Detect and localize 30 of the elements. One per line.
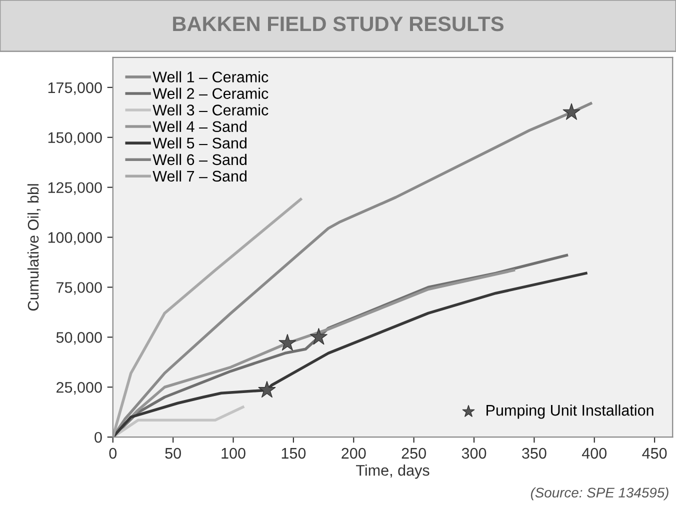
x-tick-label: 100 [222, 448, 246, 459]
y-tick-label: 125,000 [48, 182, 102, 195]
y-tick-label: 0 [94, 432, 102, 443]
legend-label: Well 4 – Sand [152, 120, 246, 132]
x-tick-label: 200 [342, 448, 366, 459]
x-tick-label: 250 [402, 448, 426, 459]
y-tick-label: 150,000 [48, 132, 102, 145]
x-axis-title: Time, days [356, 464, 430, 479]
legend-label: Well 7 – Sand [152, 170, 246, 182]
x-tick-label: 300 [462, 448, 486, 459]
legend-label: Well 3 – Ceramic [152, 104, 268, 116]
x-tick-label: 350 [522, 448, 546, 459]
legend-label: Well 2 – Ceramic [152, 88, 268, 99]
text: (Source: SPE 134595) [530, 487, 668, 500]
legend-label: Well 1 – Ceramic [152, 71, 268, 82]
x-tick-label: 450 [642, 448, 667, 459]
x-tick-label: 150 [282, 448, 306, 459]
y-tick-label: 75,000 [56, 282, 102, 295]
legend-label: Well 6 – Sand [152, 154, 246, 166]
y-tick-label: 50,000 [56, 332, 102, 345]
y-tick-label: 100,000 [48, 232, 102, 245]
x-tick-label: 400 [582, 448, 607, 459]
y-tick-label: 175,000 [48, 82, 102, 95]
y-tick-label: 25,000 [56, 382, 102, 395]
legend-label: Pumping Unit Installation [486, 404, 654, 419]
x-tick-label: 0 [109, 448, 117, 459]
x-tick-label: 50 [165, 448, 181, 459]
y-axis-title: Cumulative Oil, bbl [27, 184, 40, 311]
legend-label: Well 5 – Sand [152, 137, 246, 149]
chart-title: BAKKEN FIELD STUDY RESULTS [173, 16, 504, 32]
